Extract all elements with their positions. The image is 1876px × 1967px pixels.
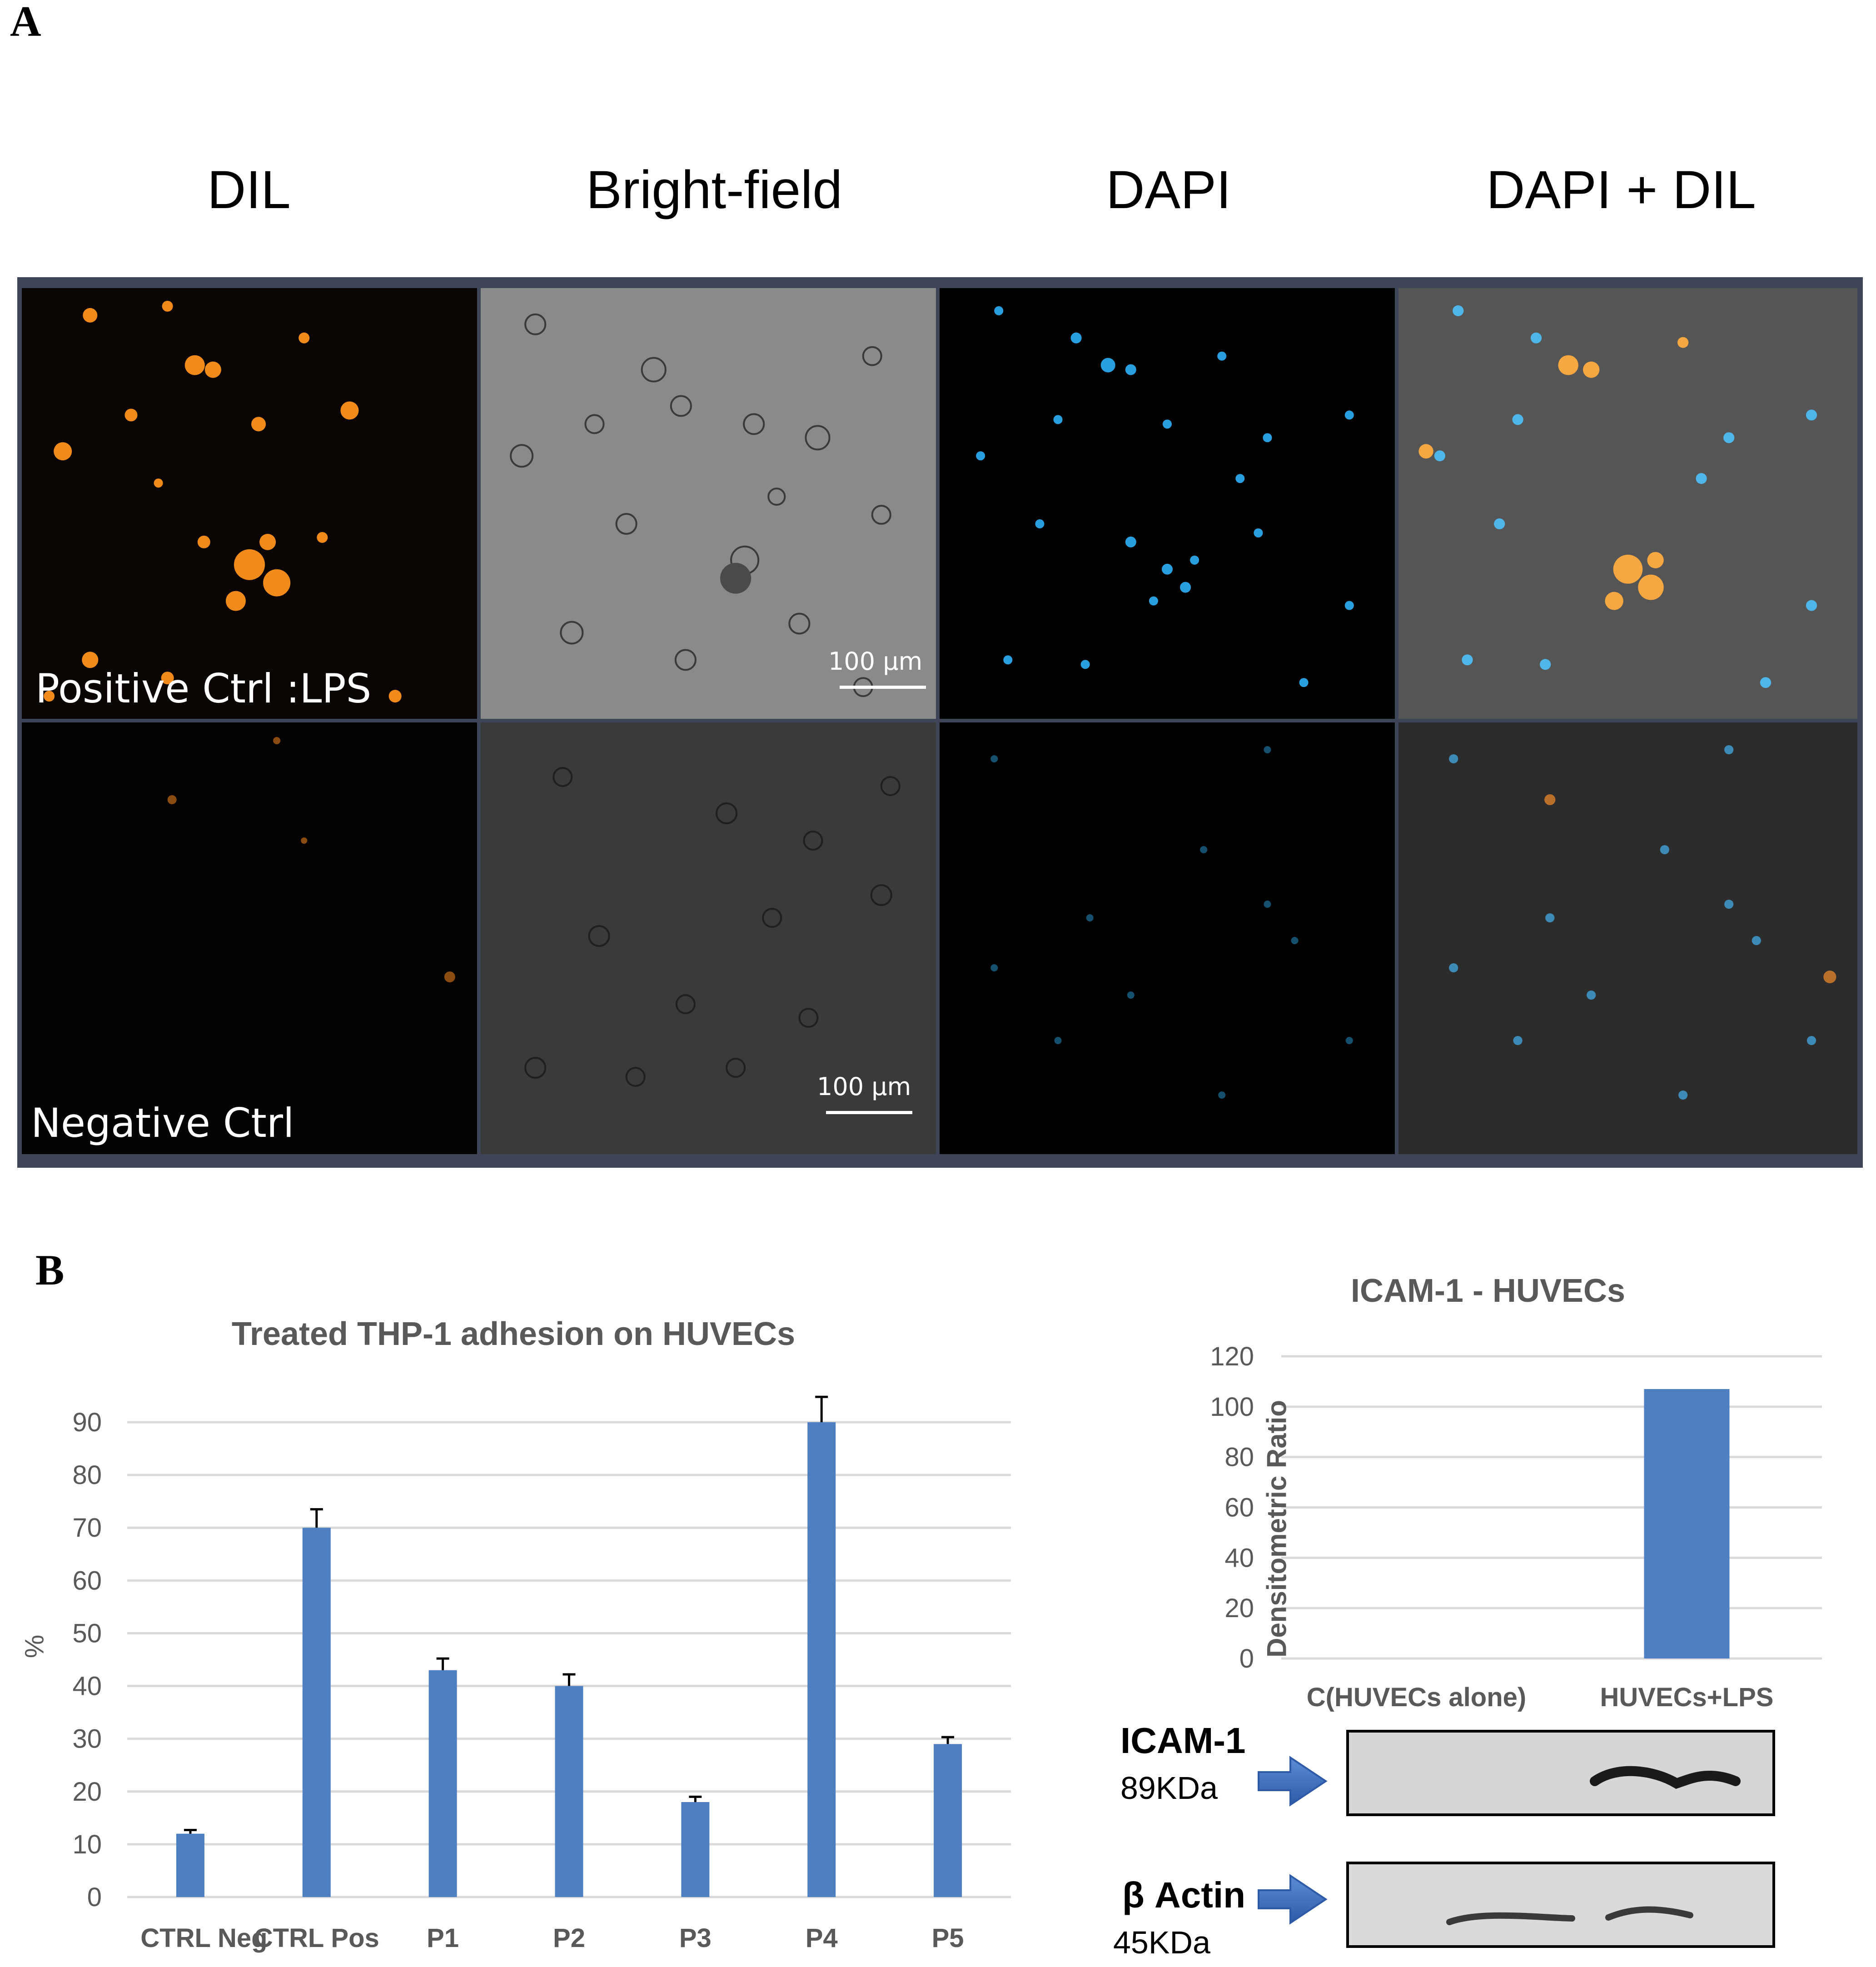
category-label: CTRL Neg: [140, 1923, 267, 1953]
micrograph-grid: Positive Ctrl :LPS 100 µm: [17, 277, 1863, 1168]
row-label-negative: Negative Ctrl: [31, 1100, 294, 1146]
column-header-bright-field: Bright-field: [586, 160, 842, 220]
bar: [428, 1670, 457, 1897]
category-label: P2: [553, 1923, 585, 1953]
panel-a-letter: A: [10, 0, 41, 45]
column-header-dapi: DAPI: [1106, 160, 1231, 220]
arrow-icon: [1258, 1874, 1328, 1925]
y-tick-label: 60: [1224, 1493, 1254, 1523]
y-tick-label: 50: [72, 1618, 102, 1648]
blot-label-icam1: ICAM-1: [1120, 1720, 1246, 1761]
bar: [302, 1528, 331, 1897]
micrograph-brightfield-negative: 100 µm: [481, 722, 936, 1154]
micrograph-dil-negative: Negative Ctrl: [22, 722, 477, 1154]
category-label: P3: [679, 1923, 712, 1953]
blot-membrane-actin: [1346, 1862, 1775, 1948]
y-tick-label: 0: [87, 1882, 102, 1912]
bar: [807, 1422, 836, 1897]
micrograph-merge-positive: [1398, 288, 1857, 719]
y-tick-label: 100: [1210, 1392, 1254, 1422]
y-tick-label: 10: [72, 1830, 102, 1859]
micrograph-dapi-negative: [940, 722, 1395, 1154]
micrograph-brightfield-positive: 100 µm: [481, 288, 936, 719]
blot-band-icam1: [1590, 1766, 1741, 1789]
column-header-dapi-dil: DAPI + DIL: [1486, 160, 1756, 220]
micrograph-dapi-positive: [940, 288, 1395, 719]
category-label: HUVECs+LPS: [1600, 1683, 1774, 1712]
bar: [1644, 1389, 1730, 1658]
category-label: C(HUVECs alone): [1307, 1683, 1526, 1712]
y-tick-label: 20: [1224, 1594, 1254, 1623]
y-tick-label: 30: [72, 1724, 102, 1754]
chart1-title: Treated THP-1 adhesion on HUVECs: [231, 1316, 796, 1352]
blot-weight-actin: 45KDa: [1113, 1925, 1211, 1960]
bar: [934, 1744, 962, 1897]
blot-band-actin: [1446, 1906, 1693, 1925]
category-label: P5: [932, 1923, 964, 1953]
column-header-dil: DIL: [207, 160, 291, 220]
y-tick-label: 60: [72, 1566, 102, 1595]
y-tick-label: 0: [1239, 1644, 1254, 1673]
chart2-title: ICAM-1 - HUVECs: [1350, 1273, 1626, 1309]
y-tick-label: 70: [72, 1513, 102, 1543]
micrograph-merge-negative: [1398, 722, 1857, 1154]
y-tick-label: 20: [72, 1777, 102, 1807]
scale-bar-positive: [840, 686, 926, 689]
category-label: P1: [427, 1923, 459, 1953]
arrow-icon: [1258, 1756, 1328, 1807]
bar: [681, 1802, 710, 1897]
category-label: P4: [806, 1923, 838, 1953]
y-tick-label: 80: [1224, 1443, 1254, 1472]
row-label-positive: Positive Ctrl :LPS: [35, 665, 372, 712]
y-tick-label: 40: [1224, 1543, 1254, 1573]
y-tick-label: 120: [1210, 1342, 1254, 1371]
scale-bar-label-negative: 100 µm: [817, 1072, 911, 1101]
blot-weight-icam1: 89KDa: [1120, 1770, 1218, 1806]
bar: [176, 1833, 204, 1897]
y-tick-label: 80: [72, 1460, 102, 1490]
panel-b-letter: B: [35, 1246, 65, 1294]
category-label: CTRL Pos: [254, 1923, 379, 1953]
y-tick-label: 90: [72, 1408, 102, 1437]
y-tick-label: 40: [72, 1672, 102, 1701]
bar: [555, 1686, 583, 1897]
scale-bar-label-positive: 100 µm: [828, 647, 923, 676]
micrograph-dil-positive: Positive Ctrl :LPS: [22, 288, 477, 719]
blot-label-actin: β Actin: [1122, 1875, 1246, 1915]
scale-bar-negative: [826, 1111, 912, 1114]
